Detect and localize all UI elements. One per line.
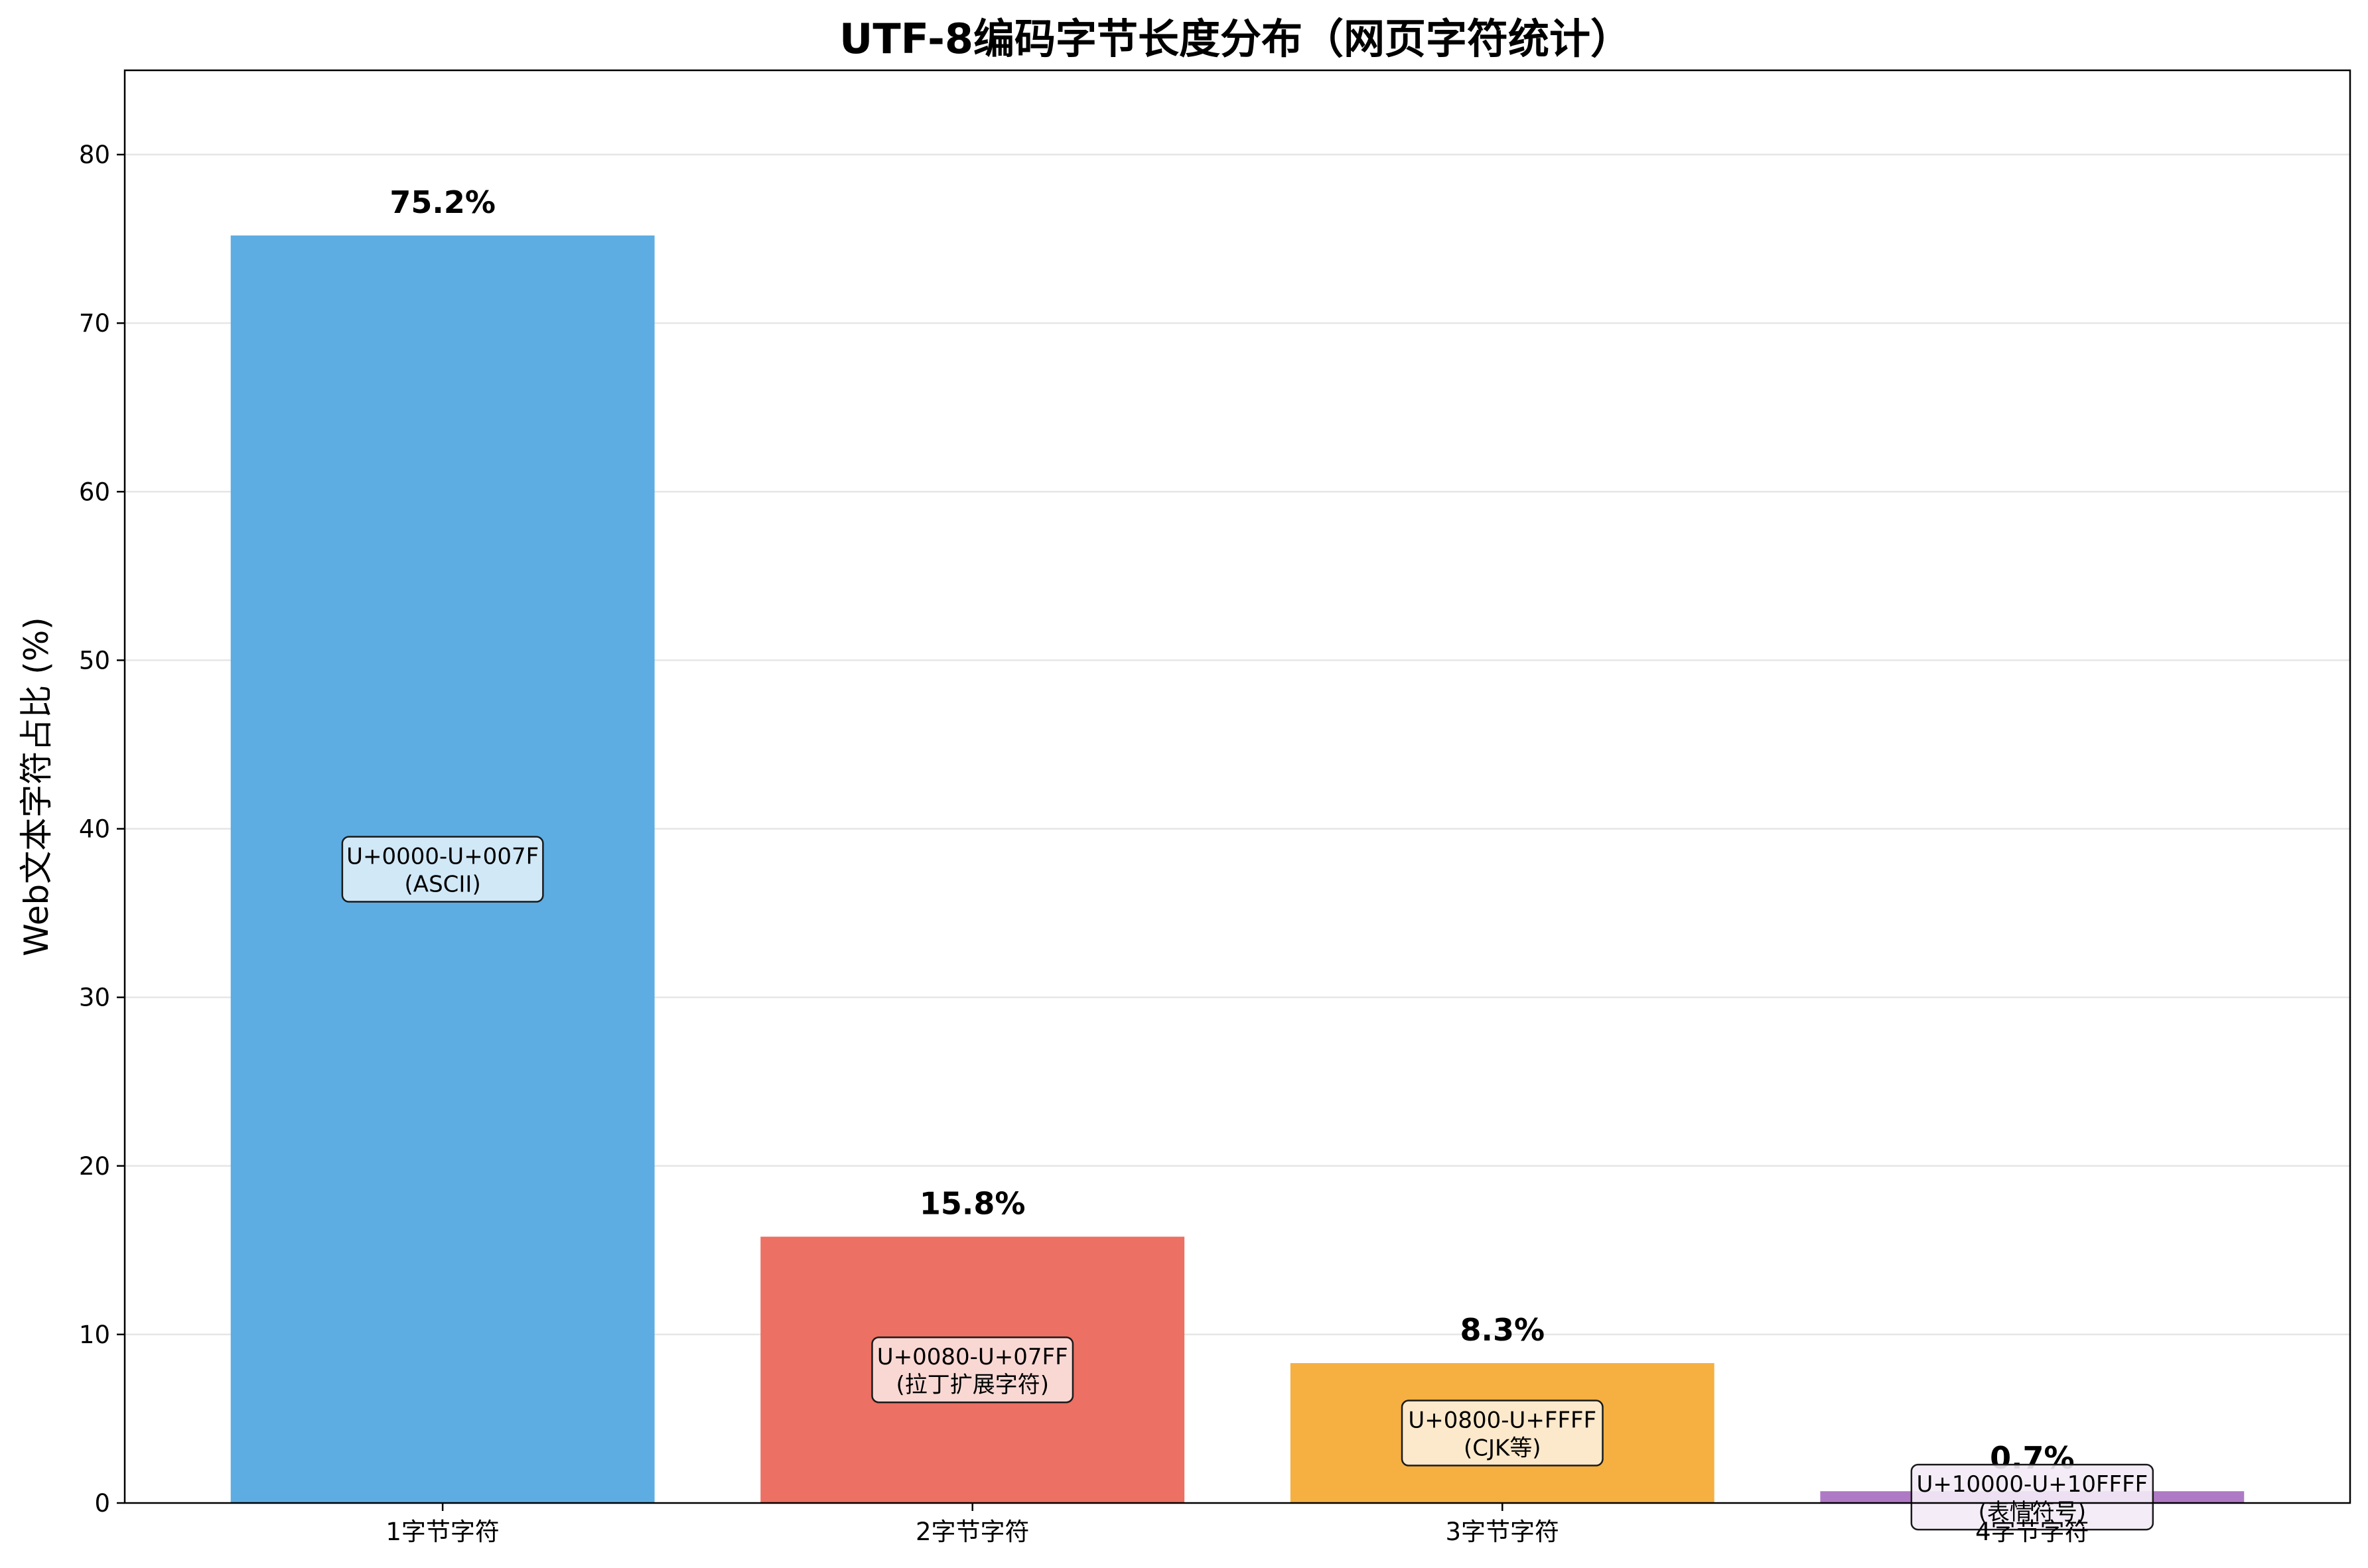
x-tick-label: 1字节字符	[385, 1518, 500, 1546]
y-tick-label: 20	[79, 1152, 110, 1181]
chart-title: UTF-8编码字节长度分布（网页字符统计）	[839, 15, 1632, 63]
value-label: 8.3%	[1460, 1312, 1545, 1348]
y-tick-label: 40	[79, 815, 110, 844]
range-annotation: U+0800-U+FFFF(CJK等)	[1401, 1400, 1604, 1467]
x-tick-label: 2字节字符	[916, 1518, 1030, 1546]
y-tick-label: 10	[79, 1321, 110, 1349]
annotation-desc: (CJK等)	[1464, 1435, 1541, 1462]
x-axis: 1字节字符 2字节字符 3字节字符 4字节字符	[385, 1503, 2089, 1546]
y-axis-label: Web文本字符占比 (%)	[17, 617, 56, 956]
range-annotation: U+0080-U+07FF(拉丁扩展字符)	[871, 1336, 1074, 1404]
y-tick-label: 80	[79, 141, 110, 169]
x-tick-label: 4字节字符	[1975, 1518, 2089, 1546]
annotation-desc: (ASCII)	[405, 872, 481, 898]
annotation-range: U+10000-U+10FFFF	[1917, 1471, 2148, 1498]
annotation-range: U+0800-U+FFFF	[1408, 1407, 1596, 1434]
annotation-box	[871, 1336, 1074, 1404]
value-label: 15.8%	[920, 1185, 1026, 1221]
x-tick-label: 3字节字符	[1446, 1518, 1560, 1546]
annotation-box	[341, 836, 544, 903]
annotations: U+0000-U+007F(ASCII) U+0080-U+07FF(拉丁扩展字符…	[341, 836, 2154, 1531]
y-tick-label: 50	[79, 646, 110, 675]
y-axis: 0 10 20 30 40 50 60 70 80	[79, 141, 125, 1518]
y-tick-label: 70	[79, 309, 110, 338]
y-tick-label: 60	[79, 478, 110, 506]
annotation-desc: (拉丁扩展字符)	[896, 1372, 1049, 1398]
annotation-range: U+0000-U+007F	[346, 844, 539, 870]
y-tick-label: 30	[79, 984, 110, 1012]
annotation-range: U+0080-U+07FF	[877, 1344, 1068, 1370]
y-tick-label: 0	[94, 1489, 110, 1518]
range-annotation: U+0000-U+007F(ASCII)	[341, 836, 544, 903]
value-label: 75.2%	[389, 184, 496, 220]
plot-frame	[123, 69, 2351, 1504]
annotation-box	[1401, 1400, 1604, 1467]
annotation-box	[1910, 1463, 2154, 1531]
range-annotation: U+10000-U+10FFFF(表情符号)	[1910, 1463, 2154, 1531]
